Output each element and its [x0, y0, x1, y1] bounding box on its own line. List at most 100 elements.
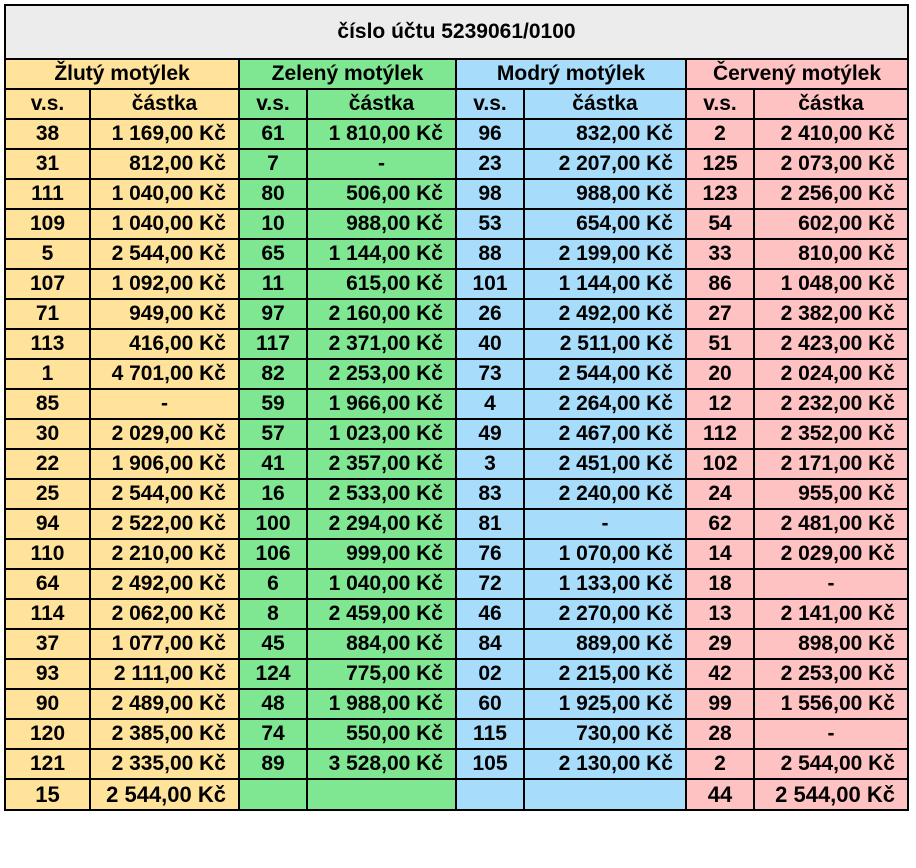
- vs-cell-red: 86: [685, 268, 755, 300]
- vs-cell-blue: 105: [455, 748, 525, 780]
- vs-cell-blue: 76: [455, 538, 525, 570]
- amount-cell-green: 1 040,00 Kč: [306, 568, 457, 600]
- amount-cell-blue: 2 215,00 Kč: [523, 658, 687, 690]
- vs-cell-blue: [455, 778, 525, 811]
- amount-cell-red: 898,00 Kč: [753, 628, 909, 660]
- amount-cell-yellow: 2 210,00 Kč: [89, 538, 240, 570]
- vs-cell-yellow: 90: [4, 688, 91, 720]
- vs-cell-blue: 3: [455, 448, 525, 480]
- vs-cell-green: 124: [238, 658, 308, 690]
- vs-cell-yellow: 94: [4, 508, 91, 540]
- vs-cell-red: 2: [685, 118, 755, 150]
- table-row: 85-59 1 966,00 Kč 4 2 264,00 Kč 12 2 232,00 K…: [4, 388, 909, 420]
- amount-cell-blue: 2 130,00 Kč: [523, 748, 687, 780]
- amount-cell-green: 615,00 Kč: [306, 268, 457, 300]
- vs-cell-yellow: 71: [4, 298, 91, 330]
- vs-cell-red: 29: [685, 628, 755, 660]
- amount-cell-green: 1 810,00 Kč: [306, 118, 457, 150]
- amount-cell-red: 2 073,00 Kč: [753, 148, 909, 180]
- vs-cell-red: 20: [685, 358, 755, 390]
- vs-cell-red: 18: [685, 568, 755, 600]
- vs-cell-yellow: 85: [4, 388, 91, 420]
- vs-cell-yellow: 121: [4, 748, 91, 780]
- vs-cell-blue: 4: [455, 388, 525, 420]
- vs-cell-green: 74: [238, 718, 308, 750]
- vs-cell-red: 62: [685, 508, 755, 540]
- vs-cell-red: 125: [685, 148, 755, 180]
- vs-cell-green: 61: [238, 118, 308, 150]
- amount-cell-yellow: -: [89, 388, 240, 420]
- vs-cell-blue: 73: [455, 358, 525, 390]
- vs-cell-blue: 96: [455, 118, 525, 150]
- amount-cell-blue: 1 144,00 Kč: [523, 268, 687, 300]
- amount-cell-red: 2 352,00 Kč: [753, 418, 909, 450]
- vs-cell-red: 102: [685, 448, 755, 480]
- vs-cell-blue: 26: [455, 298, 525, 330]
- vs-cell-blue: 98: [455, 178, 525, 210]
- column-header-vs: v.s.: [4, 88, 91, 120]
- amount-cell-blue: 832,00 Kč: [523, 118, 687, 150]
- vs-cell-yellow: 30: [4, 418, 91, 450]
- vs-cell-green: 106: [238, 538, 308, 570]
- amount-cell-green: 2 459,00 Kč: [306, 598, 457, 630]
- vs-cell-blue: 49: [455, 418, 525, 450]
- amount-cell-blue: 1 070,00 Kč: [523, 538, 687, 570]
- amount-cell-yellow: 2 111,00 Kč: [89, 658, 240, 690]
- vs-cell-blue: 40: [455, 328, 525, 360]
- amount-cell-red: 2 481,00 Kč: [753, 508, 909, 540]
- amount-cell-red: 602,00 Kč: [753, 208, 909, 240]
- amount-cell-green: 2 253,00 Kč: [306, 358, 457, 390]
- amount-cell-red: 2 410,00 Kč: [753, 118, 909, 150]
- amount-cell-yellow: 812,00 Kč: [89, 148, 240, 180]
- table-row: 120 2 385,00 Kč 74 550,00 Kč 115 730,00 Kč 28-: [4, 718, 909, 750]
- amount-cell-green: -: [306, 148, 457, 180]
- vs-cell-yellow: 22: [4, 448, 91, 480]
- amount-cell-blue: 2 199,00 Kč: [523, 238, 687, 270]
- amount-cell-yellow: 2 544,00 Kč: [89, 238, 240, 270]
- amount-cell-yellow: 1 169,00 Kč: [89, 118, 240, 150]
- amount-cell-blue: 2 544,00 Kč: [523, 358, 687, 390]
- table-row: 93 2 111,00 Kč 124 775,00 Kč 02 2 215,00 Kč 42…: [4, 658, 909, 690]
- vs-cell-red: 14: [685, 538, 755, 570]
- vs-cell-green: 97: [238, 298, 308, 330]
- vs-cell-blue: 101: [455, 268, 525, 300]
- vs-cell-yellow: 25: [4, 478, 91, 510]
- amount-cell-blue: 2 240,00 Kč: [523, 478, 687, 510]
- amount-cell-red: 1 556,00 Kč: [753, 688, 909, 720]
- table-row: 109 1 040,00 Kč 10 988,00 Kč 53 654,00 Kč 54 60…: [4, 208, 909, 240]
- amount-cell-yellow: 2 385,00 Kč: [89, 718, 240, 750]
- amount-cell-blue: 889,00 Kč: [523, 628, 687, 660]
- amount-cell-red: -: [753, 568, 909, 600]
- amount-cell-yellow: 1 092,00 Kč: [89, 268, 240, 300]
- amount-cell-red: 2 171,00 Kč: [753, 448, 909, 480]
- column-header-amount: částka: [306, 88, 457, 120]
- table-row: 37 1 077,00 Kč 45 884,00 Kč 84 889,00 Kč 29 898…: [4, 628, 909, 660]
- amount-cell-red: 1 048,00 Kč: [753, 268, 909, 300]
- vs-cell-blue: 23: [455, 148, 525, 180]
- amount-cell-green: 2 371,00 Kč: [306, 328, 457, 360]
- vs-cell-green: 8: [238, 598, 308, 630]
- table-row: 107 1 092,00 Kč 11 615,00 Kč 101 1 144,00 Kč 8…: [4, 268, 909, 300]
- vs-cell-blue: 84: [455, 628, 525, 660]
- amount-cell-yellow: 2 544,00 Kč: [89, 478, 240, 510]
- amount-cell-yellow: 2 029,00 Kč: [89, 418, 240, 450]
- amount-cell-red: 2 256,00 Kč: [753, 178, 909, 210]
- amount-cell-yellow: 4 701,00 Kč: [89, 358, 240, 390]
- amount-cell-green: 999,00 Kč: [306, 538, 457, 570]
- vs-cell-yellow: 111: [4, 178, 91, 210]
- vs-cell-red: 112: [685, 418, 755, 450]
- vs-cell-green: 11: [238, 268, 308, 300]
- vs-cell-green: 100: [238, 508, 308, 540]
- vs-cell-yellow: 114: [4, 598, 91, 630]
- vs-cell-green: 82: [238, 358, 308, 390]
- table-title: číslo účtu 5239061/0100: [4, 4, 909, 60]
- vs-cell-red: 99: [685, 688, 755, 720]
- vs-cell-green: 6: [238, 568, 308, 600]
- amount-cell-blue: 654,00 Kč: [523, 208, 687, 240]
- table-row: 114 2 062,00 Kč 8 2 459,00 Kč 46 2 270,00 Kč 1…: [4, 598, 909, 630]
- column-header-amount: částka: [89, 88, 240, 120]
- amount-cell-yellow: 1 906,00 Kč: [89, 448, 240, 480]
- column-header-vs: v.s.: [455, 88, 525, 120]
- amount-cell-green: 550,00 Kč: [306, 718, 457, 750]
